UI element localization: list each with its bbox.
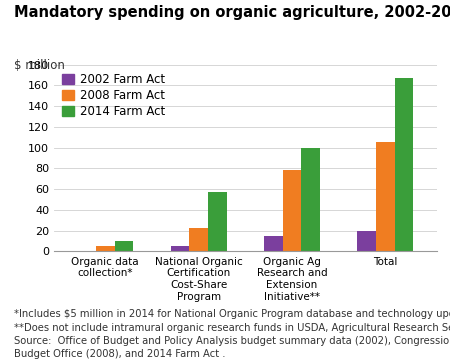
Bar (395, 78, 413, 251)
Text: *Includes $5 million in 2014 for National Organic Program database and technolog: *Includes $5 million in 2014 for Nationa… (14, 309, 450, 359)
Bar (357, 230, 376, 251)
Text: $ million: $ million (14, 59, 64, 72)
Bar (301, 148, 320, 251)
Legend: 2002 Farm Act, 2008 Farm Act, 2014 Farm Act: 2002 Farm Act, 2008 Farm Act, 2014 Farm … (60, 70, 167, 120)
Bar (96, 246, 115, 251)
Bar (115, 241, 133, 251)
Bar (208, 192, 227, 251)
Bar (376, 143, 395, 251)
Bar (264, 236, 283, 251)
Bar (283, 171, 301, 251)
Bar (171, 246, 189, 251)
Text: Mandatory spending on organic agriculture, 2002-2014 Farm Acts: Mandatory spending on organic agricultur… (14, 5, 450, 20)
Bar (189, 228, 208, 251)
